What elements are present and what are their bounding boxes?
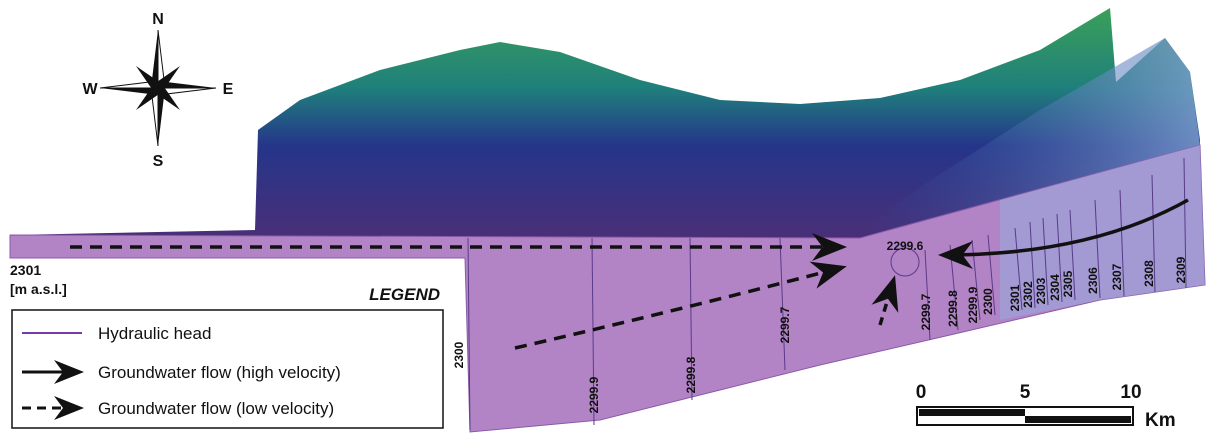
scale-unit: Km xyxy=(1145,410,1176,431)
compass-label: E xyxy=(223,81,234,98)
legend-item: Groundwater flow (high velocity) xyxy=(98,363,341,382)
figure: N S W E 2301 [m a.s.l.] 2299.6 23002299.… xyxy=(0,0,1221,439)
scale-bar xyxy=(917,407,1133,425)
contour-label: 2299.9 xyxy=(587,376,601,413)
contour-label: 2300 xyxy=(452,341,466,368)
contour-label: 2304 xyxy=(1048,274,1062,301)
contour-label: 2307 xyxy=(1110,263,1124,290)
elevation-unit: [m a.s.l.] xyxy=(10,281,67,297)
contour-label: 2308 xyxy=(1142,260,1156,287)
contour-label: 2299.6 xyxy=(887,239,924,253)
elevation-value: 2301 xyxy=(10,262,41,278)
contour-label: 2299.8 xyxy=(684,356,698,393)
contour-label: 2305 xyxy=(1061,270,1075,297)
contour-label: 2299.7 xyxy=(919,293,933,330)
contour-label: 2306 xyxy=(1086,267,1100,294)
contour-label: 2303 xyxy=(1034,277,1048,304)
contour-label: 2299.9 xyxy=(966,286,980,323)
contour-label: 2300 xyxy=(981,288,995,315)
legend-title: LEGEND xyxy=(369,285,440,304)
compass: N S W E xyxy=(82,11,233,170)
contour-label: 2302 xyxy=(1021,281,1035,308)
scale-tick: 5 xyxy=(1020,382,1031,403)
compass-label: S xyxy=(153,153,164,170)
scale-tick: 0 xyxy=(916,382,927,403)
contour-label: 2301 xyxy=(1008,284,1022,311)
legend-item: Hydraulic head xyxy=(98,324,211,343)
compass-label: N xyxy=(152,11,164,28)
contour-label: 2299.7 xyxy=(778,306,792,343)
scale-tick: 10 xyxy=(1120,382,1141,403)
contour-label: 2309 xyxy=(1174,256,1188,283)
legend-item: Groundwater flow (low velocity) xyxy=(98,399,334,418)
compass-label: W xyxy=(82,81,98,98)
contour-label: 2299.8 xyxy=(946,290,960,327)
